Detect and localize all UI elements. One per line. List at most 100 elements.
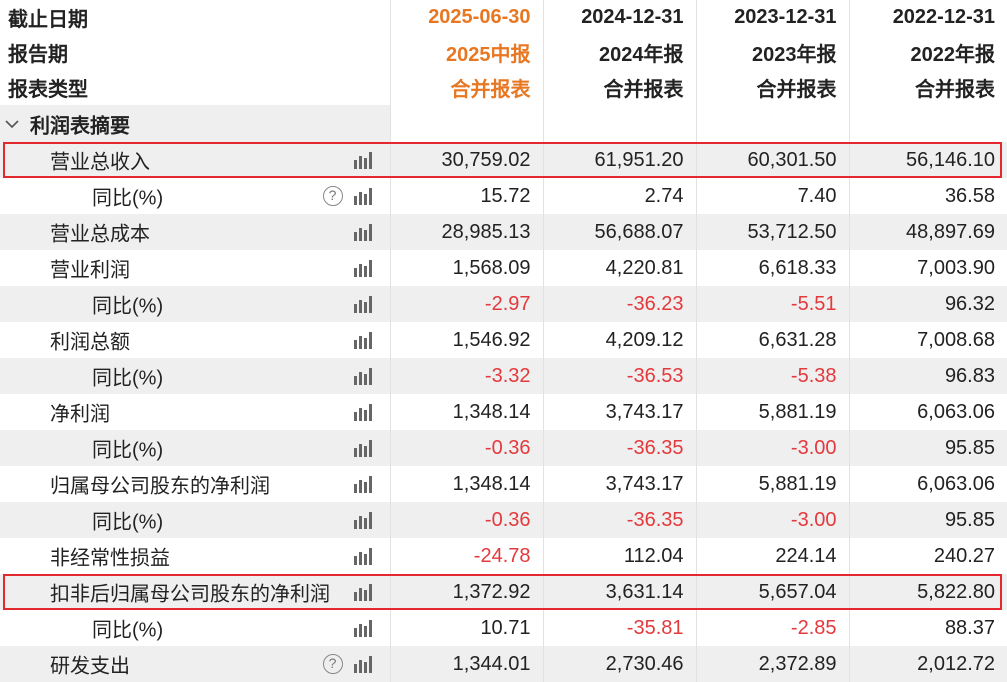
- bar-chart-icon[interactable]: [353, 475, 373, 493]
- table-row[interactable]: 同比(%) -0.36 -36.35 -3.00 95.85: [0, 502, 1007, 538]
- value-cell: -5.38: [695, 358, 849, 394]
- value-cell: 2.74: [542, 178, 696, 214]
- value-cell: 2,012.72: [848, 646, 1007, 682]
- value-cell: -0.36: [389, 502, 543, 538]
- bar-chart-icon[interactable]: [353, 259, 373, 277]
- value-cell: 3,743.17: [542, 394, 696, 430]
- header-row: 报告期 2025中报 2024年报 2023年报 2022年报: [0, 35, 1007, 70]
- value-cell: 1,568.09: [389, 250, 543, 286]
- bar-chart-icon[interactable]: [353, 547, 373, 565]
- value-cell: 10.71: [389, 610, 543, 646]
- table-row[interactable]: 利润总额 1,546.92 4,209.12 6,631.28 7,008.68: [0, 322, 1007, 358]
- value-cell: 7,003.90: [848, 250, 1007, 286]
- value-cell: 36.58: [848, 178, 1007, 214]
- value-cell: 61,951.20: [542, 142, 696, 178]
- bar-chart-icon[interactable]: [353, 151, 373, 169]
- value-cell: -36.35: [542, 502, 696, 538]
- row-label: 营业总成本: [50, 223, 150, 246]
- row-label: 净利润: [50, 403, 110, 426]
- table-row[interactable]: 同比(%) -2.97 -36.23 -5.51 96.32: [0, 286, 1007, 322]
- row-label: 同比(%): [92, 619, 164, 642]
- table-row[interactable]: 非经常性损益 -24.78 112.04 224.14 240.27: [0, 538, 1007, 574]
- row-label: 归属母公司股东的净利润: [50, 475, 270, 498]
- period-header-cell: 2022-12-31: [848, 0, 1007, 35]
- row-label: 同比(%): [92, 511, 164, 534]
- value-cell: 4,209.12: [542, 322, 696, 358]
- header-row: 报表类型 合并报表 合并报表 合并报表 合并报表: [0, 70, 1007, 105]
- value-cell: 6,063.06: [848, 466, 1007, 502]
- value-cell: 1,372.92: [389, 574, 543, 610]
- value-cell: -36.23: [542, 286, 696, 322]
- bar-chart-icon[interactable]: [353, 619, 373, 637]
- bar-chart-icon[interactable]: [353, 439, 373, 457]
- header-row: 截止日期 2025-06-30 2024-12-31 2023-12-31 2022-1…: [0, 0, 1007, 35]
- bar-chart-icon[interactable]: [353, 403, 373, 421]
- period-header-cell: 2023-12-31: [695, 0, 849, 35]
- value-cell: 5,881.19: [695, 466, 849, 502]
- period-header-cell: 2025中报: [389, 35, 543, 70]
- section-title: 利润表摘要: [30, 115, 130, 137]
- value-cell: 5,822.80: [848, 574, 1007, 610]
- value-cell: 224.14: [695, 538, 849, 574]
- value-cell: 6,063.06: [848, 394, 1007, 430]
- value-cell: 4,220.81: [542, 250, 696, 286]
- value-cell: 1,348.14: [389, 394, 543, 430]
- table-row[interactable]: 扣非后归属母公司股东的净利润 1,372.92 3,631.14 5,657.04 5,…: [0, 574, 1007, 610]
- table-row[interactable]: 同比(%) 10.71 -35.81 -2.85 88.37: [0, 610, 1007, 646]
- table-row[interactable]: 营业利润 1,568.09 4,220.81 6,618.33 7,003.90: [0, 250, 1007, 286]
- value-cell: -36.53: [542, 358, 696, 394]
- value-cell: 112.04: [542, 538, 696, 574]
- question-circle-icon[interactable]: ?: [322, 654, 343, 674]
- value-cell: 6,631.28: [695, 322, 849, 358]
- table-row[interactable]: 同比(%)? 15.72 2.74 7.40 36.58: [0, 178, 1007, 214]
- bar-chart-icon[interactable]: [353, 331, 373, 349]
- value-cell: 95.85: [848, 430, 1007, 466]
- row-label: 同比(%): [92, 439, 164, 462]
- section-row[interactable]: 利润表摘要: [0, 105, 1007, 142]
- value-cell: 7.40: [695, 178, 849, 214]
- row-label: 营业利润: [50, 259, 130, 282]
- value-cell: 88.37: [848, 610, 1007, 646]
- value-cell: 60,301.50: [695, 142, 849, 178]
- row-label: 利润总额: [50, 331, 130, 354]
- row-label: 非经常性损益: [50, 547, 170, 570]
- bar-chart-icon[interactable]: [353, 295, 373, 313]
- bar-chart-icon[interactable]: [353, 511, 373, 529]
- row-label: 研发支出: [50, 655, 130, 678]
- bar-chart-icon[interactable]: [353, 223, 373, 241]
- value-cell: 5,881.19: [695, 394, 849, 430]
- value-cell: -3.00: [695, 430, 849, 466]
- table-row[interactable]: 营业总成本 28,985.13 56,688.07 53,712.50 48,897.6…: [0, 214, 1007, 250]
- bar-chart-icon[interactable]: [353, 187, 373, 205]
- value-cell: 96.32: [848, 286, 1007, 322]
- value-cell: 3,743.17: [542, 466, 696, 502]
- header-label: 报表类型: [0, 70, 390, 105]
- bar-chart-icon[interactable]: [353, 583, 373, 601]
- value-cell: -3.00: [695, 502, 849, 538]
- value-cell: -2.97: [389, 286, 543, 322]
- period-header-cell: 2023年报: [695, 35, 849, 70]
- value-cell: 7,008.68: [848, 322, 1007, 358]
- table-row[interactable]: 同比(%) -0.36 -36.35 -3.00 95.85: [0, 430, 1007, 466]
- bar-chart-icon[interactable]: [353, 655, 373, 673]
- value-cell: 1,344.01: [389, 646, 543, 682]
- value-cell: -3.32: [389, 358, 543, 394]
- value-cell: 53,712.50: [695, 214, 849, 250]
- value-cell: 2,372.89: [695, 646, 849, 682]
- table-row[interactable]: 营业总收入 30,759.02 61,951.20 60,301.50 56,146.1…: [0, 142, 1007, 178]
- value-cell: 240.27: [848, 538, 1007, 574]
- row-label: 营业总收入: [50, 151, 150, 174]
- table-row[interactable]: 同比(%) -3.32 -36.53 -5.38 96.83: [0, 358, 1007, 394]
- bar-chart-icon[interactable]: [353, 367, 373, 385]
- table-row[interactable]: 研发支出? 1,344.01 2,730.46 2,372.89 2,012.72: [0, 646, 1007, 682]
- table-row[interactable]: 净利润 1,348.14 3,743.17 5,881.19 6,063.06: [0, 394, 1007, 430]
- chevron-down-icon[interactable]: [4, 116, 20, 132]
- value-cell: 30,759.02: [389, 142, 543, 178]
- question-circle-icon[interactable]: ?: [322, 186, 343, 206]
- value-cell: -24.78: [389, 538, 543, 574]
- table-row[interactable]: 归属母公司股东的净利润 1,348.14 3,743.17 5,881.19 6,063…: [0, 466, 1007, 502]
- value-cell: 95.85: [848, 502, 1007, 538]
- period-header-cell: 合并报表: [542, 70, 696, 105]
